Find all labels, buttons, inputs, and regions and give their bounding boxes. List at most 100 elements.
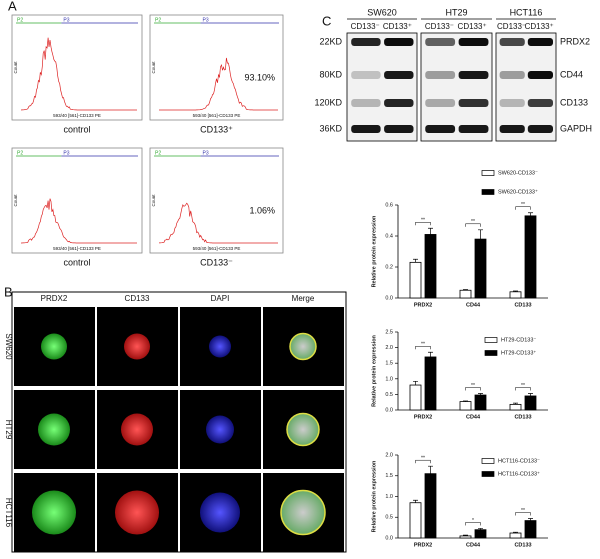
y-tick-label: 1.0 (385, 376, 393, 382)
histogram-frame (11, 14, 143, 121)
column-header: CD133 (125, 294, 150, 303)
y-tick-label: 2.0 (385, 452, 393, 458)
significance-bracket (465, 522, 481, 526)
cell-stain (200, 492, 240, 533)
axis-label: 593/40 [561]-CD133 PE (53, 113, 101, 118)
legend-label: SW620-CD133⁺ (498, 188, 538, 195)
band (425, 38, 456, 46)
cell-line-header: SW620 (367, 7, 397, 17)
group-label: CD133⁺ (525, 22, 554, 31)
y-tick-label: 0.4 (385, 233, 393, 239)
axis-label: 593/40 [561]-CD133 PE (193, 246, 241, 251)
axis-label: Count (13, 194, 18, 207)
histogram-caption: CD133⁺ (200, 124, 233, 134)
legend-swatch (481, 471, 495, 477)
gate-label: P2 (17, 150, 23, 156)
band (499, 71, 525, 79)
panel-label: C (322, 13, 331, 28)
y-tick-label: 0.5 (385, 515, 393, 521)
legend-swatch (481, 458, 495, 464)
y-tick-label: 0.0 (385, 535, 393, 541)
legend-label: HT29-CD133⁻ (501, 337, 536, 343)
significance-bracket (415, 222, 431, 226)
band (351, 38, 381, 46)
merge-ring (280, 489, 326, 536)
row-label: HCT116 (4, 498, 13, 528)
error-bar (478, 393, 483, 396)
cell-stain (287, 413, 319, 446)
histogram-frame (149, 147, 284, 254)
bar (474, 394, 487, 411)
bar (409, 261, 422, 299)
error-bar (528, 393, 533, 396)
merge-ring (289, 332, 317, 361)
significance-label: ** (421, 218, 425, 224)
bar (474, 529, 487, 539)
y-tick-label: 0.0 (385, 295, 393, 301)
band (351, 99, 381, 107)
error-bar (428, 227, 433, 235)
error-bar (463, 289, 468, 291)
y-axis-label: Relative protein expression (371, 334, 377, 406)
y-tick-label: 2.0 (385, 345, 393, 351)
gate-label: P2 (17, 17, 23, 23)
error-bar (478, 229, 483, 240)
band (458, 38, 489, 46)
significance-label: ** (471, 219, 475, 225)
bar (424, 356, 437, 411)
error-bar (478, 528, 483, 530)
legend-label: HCT116-CD133⁺ (498, 470, 540, 477)
x-tick-label: PRDX2 (414, 414, 432, 420)
cell-stain (290, 333, 316, 360)
histogram-curve (159, 202, 278, 244)
legend-label: HT29-CD133⁺ (501, 349, 536, 356)
axis-label: Count (151, 194, 156, 207)
significance-bracket (515, 206, 531, 210)
band (425, 125, 456, 133)
cell-stain (41, 333, 67, 360)
band (527, 99, 553, 107)
x-tick-label: PRDX2 (414, 302, 432, 308)
bar (459, 535, 472, 539)
bar (524, 520, 537, 539)
x-tick-label: CD133 (514, 302, 531, 308)
bar (524, 395, 537, 411)
error-bar (428, 351, 433, 357)
band (458, 71, 489, 79)
bar (409, 384, 422, 411)
x-tick-label: CD44 (466, 542, 481, 548)
error-bar (413, 258, 418, 263)
bar (509, 403, 522, 411)
bar (474, 238, 487, 299)
band (458, 99, 489, 107)
axis-label: 593/40 [561]-CD133 PE (193, 113, 241, 118)
band (351, 125, 381, 133)
legend-swatch (484, 350, 498, 356)
protein-label: CD133 (560, 97, 588, 107)
band (499, 38, 525, 46)
gate-label: P2 (155, 150, 161, 156)
gate-label: P3 (63, 150, 69, 156)
group-label: CD133⁻ (351, 22, 380, 31)
protein-label: PRDX2 (560, 36, 590, 46)
bar (459, 289, 472, 299)
histogram-frame (149, 14, 284, 121)
group-label: CD133⁺ (458, 22, 487, 31)
error-bar (513, 531, 518, 534)
error-bar (428, 465, 433, 474)
x-tick-label: CD133 (514, 542, 531, 548)
legend-label: SW620-CD133⁻ (498, 170, 538, 176)
column-header: Merge (292, 294, 315, 303)
y-tick-label: 1.5 (385, 473, 393, 479)
error-bar (528, 212, 533, 216)
group-label: CD133⁻ (497, 22, 526, 31)
band (527, 71, 553, 79)
y-tick-label: 0.2 (385, 264, 393, 270)
protein-label: CD44 (560, 69, 583, 79)
legend-swatch (481, 170, 495, 176)
bar (524, 215, 537, 299)
y-axis-label: Relative protein expression (371, 460, 377, 532)
band (384, 71, 414, 79)
